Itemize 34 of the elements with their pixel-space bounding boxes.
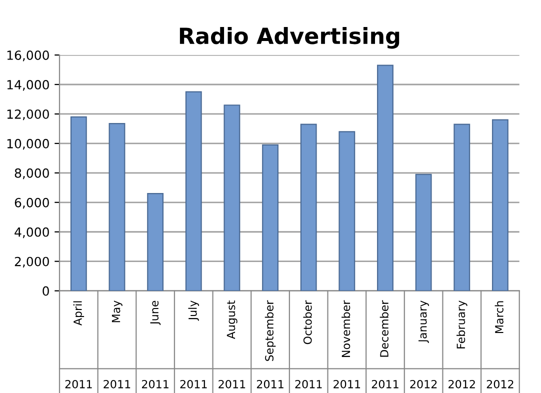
category-label: September 2011: [256, 300, 284, 388]
category-label: October 2011: [295, 300, 322, 388]
category-label: March 2012: [486, 301, 514, 388]
bar: [300, 124, 317, 291]
bar: [415, 174, 432, 291]
category-label: July 2011: [180, 300, 207, 388]
category-label: November 2011: [334, 300, 360, 388]
category-label: January 2012: [410, 300, 437, 388]
y-tick-label: 6,000: [14, 198, 49, 209]
category-label: June 2011: [142, 300, 168, 388]
bar: [338, 131, 356, 291]
chart-title: Radio Advertising: [180, 27, 400, 49]
bar: [147, 193, 164, 291]
y-tick-label: 2,000: [14, 256, 49, 268]
y-tick-label: 8,000: [14, 168, 49, 180]
y-tick-label: 10,000: [7, 138, 49, 150]
bar: [262, 144, 278, 291]
category-label: April 2011: [65, 301, 92, 388]
category-label: August 2011: [218, 300, 246, 388]
y-tick-label: 16,000: [7, 50, 49, 62]
y-tick-label: 0: [42, 286, 49, 296]
y-tick-label: 4,000: [14, 227, 49, 238]
bar: [108, 122, 126, 291]
category-label: February 2012: [448, 300, 475, 388]
bar: [185, 91, 202, 291]
category-label: May 2011: [104, 300, 130, 388]
bar: [377, 64, 394, 291]
bar: [492, 119, 508, 291]
y-tick-label: 14,000: [7, 80, 49, 91]
y-tick-label: 12,000: [7, 109, 49, 120]
category-label: December 2011: [372, 300, 398, 388]
bar: [70, 116, 87, 291]
bar: [454, 124, 470, 291]
bar: [224, 104, 240, 291]
